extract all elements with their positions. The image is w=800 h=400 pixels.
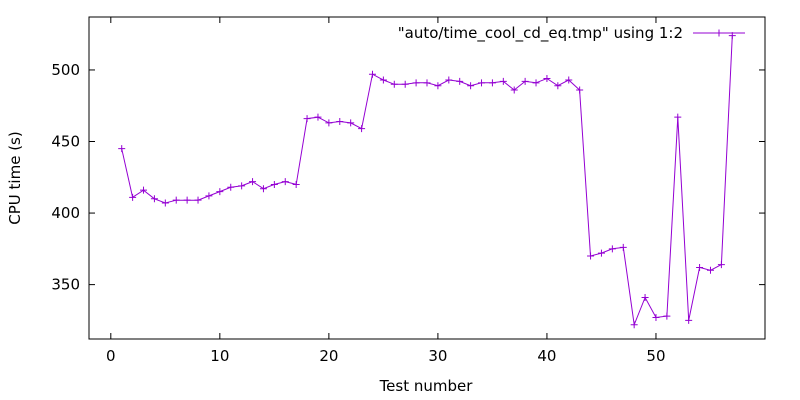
data-point: [150, 195, 158, 203]
data-point: [303, 115, 311, 123]
y-tick-label: 450: [51, 133, 80, 151]
plot-border: [88, 16, 766, 340]
axis-ticks: 0 10 20 30 40 50 350 400 450 500: [51, 17, 765, 365]
x-tick-label: 10: [210, 347, 229, 365]
data-point: [543, 75, 551, 83]
data-point: [129, 193, 137, 201]
data-point: [565, 76, 573, 84]
data-point: [663, 312, 671, 320]
data-point: [205, 192, 213, 200]
data-point: [368, 70, 376, 78]
data-point: [227, 183, 235, 191]
x-tick-label: 50: [646, 347, 665, 365]
data-point: [172, 196, 180, 204]
data-point: [554, 82, 562, 90]
x-tick-label: 40: [537, 347, 556, 365]
data-point: [696, 263, 704, 271]
data-point: [521, 77, 529, 85]
y-tick-label: 500: [51, 61, 80, 79]
data-point: [532, 79, 540, 87]
data-point: [358, 125, 366, 133]
x-axis-label: Test number: [379, 377, 474, 395]
data-point: [674, 113, 682, 121]
data-point: [488, 79, 496, 87]
data-point: [597, 249, 605, 257]
series-layer: [118, 32, 736, 329]
data-point: [685, 316, 693, 324]
legend-label: "auto/time_cool_cd_eq.tmp" using 1:2: [398, 24, 683, 43]
data-point: [118, 145, 126, 153]
data-point: [379, 76, 387, 84]
data-point: [456, 77, 464, 85]
data-point: [641, 293, 649, 301]
data-point: [390, 80, 398, 88]
data-point: [281, 178, 289, 186]
data-point: [161, 199, 169, 207]
x-tick-label: 20: [319, 347, 338, 365]
data-point: [478, 79, 486, 87]
data-point: [652, 314, 660, 322]
data-point: [314, 113, 322, 121]
data-point: [510, 86, 518, 94]
data-point: [587, 252, 595, 260]
data-point: [238, 182, 246, 190]
data-point: [717, 261, 725, 269]
data-point: [576, 86, 584, 94]
x-tick-label: 0: [106, 347, 116, 365]
data-point: [183, 196, 191, 204]
data-point: [216, 188, 224, 196]
data-point: [608, 245, 616, 253]
legend-marker: [715, 29, 723, 37]
data-point: [194, 196, 202, 204]
y-tick-label: 350: [51, 276, 80, 294]
data-point: [630, 321, 638, 329]
data-point: [467, 82, 475, 90]
data-point: [412, 79, 420, 87]
data-point: [249, 178, 257, 186]
data-point: [140, 186, 148, 194]
y-axis-label: CPU time (s): [6, 131, 24, 224]
y-tick-label: 400: [51, 204, 80, 222]
series-line: [121, 35, 733, 327]
data-point: [401, 80, 409, 88]
data-point: [292, 180, 300, 188]
data-point: [619, 243, 627, 251]
data-point: [336, 117, 344, 125]
data-point: [445, 76, 453, 84]
data-point: [270, 180, 278, 188]
legend: "auto/time_cool_cd_eq.tmp" using 1:2: [398, 24, 745, 43]
data-point: [434, 82, 442, 90]
plot-area: [88, 16, 766, 340]
x-tick-label: 30: [428, 347, 447, 365]
data-point: [347, 119, 355, 127]
data-point: [259, 185, 267, 193]
data-point: [706, 266, 714, 274]
data-point: [423, 79, 431, 87]
data-point: [499, 77, 507, 85]
data-point: [325, 119, 333, 127]
